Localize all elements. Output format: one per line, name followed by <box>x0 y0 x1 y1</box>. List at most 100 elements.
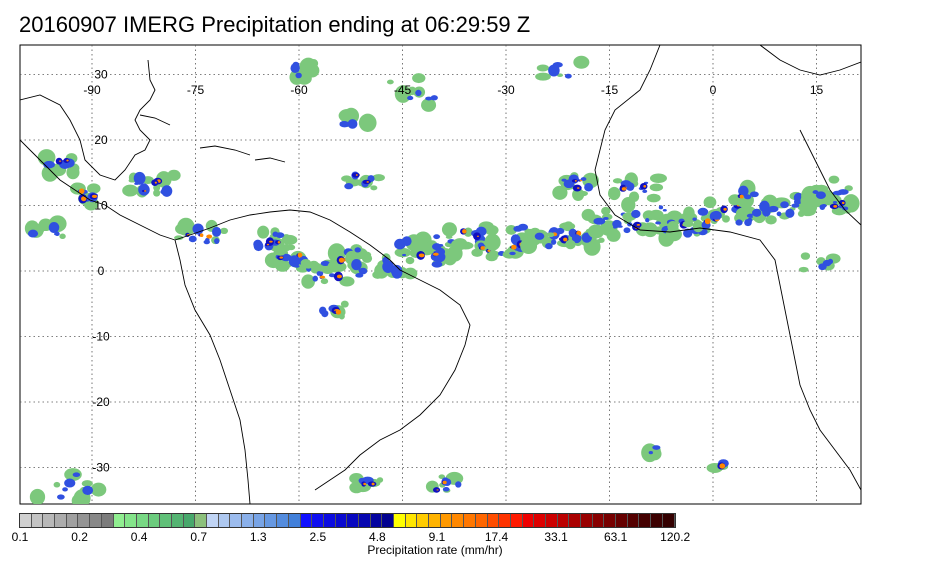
colorbar-swatch <box>277 514 289 527</box>
light-rain-cell <box>338 313 345 320</box>
moderate-rain-cell <box>555 227 565 235</box>
light-rain-cell <box>320 278 329 285</box>
light-rain-cell <box>73 183 82 192</box>
moderate-rain-cell <box>642 189 648 194</box>
moderate-rain-cell <box>832 200 838 204</box>
longitude-label: -90 <box>83 83 101 97</box>
light-rain-cell <box>394 85 412 103</box>
colorbar-swatch <box>242 514 254 527</box>
moderate-rain-cell <box>548 64 560 77</box>
moderate-rain-cell <box>212 226 222 237</box>
moderate-rain-cell <box>692 217 697 221</box>
colorbar-swatch <box>522 514 535 527</box>
light-rain-cell <box>257 225 270 239</box>
colorbar-swatch <box>604 514 617 527</box>
light-rain-cell <box>329 261 347 273</box>
light-rain-cell <box>581 208 596 221</box>
light-rain-cell <box>412 73 426 84</box>
moderate-rain-cell <box>744 219 752 227</box>
moderate-rain-cell <box>390 264 403 277</box>
moderate-rain-cell <box>318 271 324 276</box>
moderate-rain-cell <box>161 185 173 197</box>
moderate-rain-cell <box>648 450 653 455</box>
intense-rain-cell <box>704 218 711 225</box>
light-rain-cell <box>53 481 61 488</box>
intense-rain-cell <box>432 252 439 256</box>
light-rain-cell <box>174 235 184 241</box>
moderate-rain-cell <box>827 258 834 265</box>
moderate-rain-cell <box>319 306 327 315</box>
colorbar-swatch <box>639 514 652 527</box>
colorbar-tick-label: 33.1 <box>544 530 568 544</box>
colorbar-tick-label: 17.4 <box>484 530 509 544</box>
intense-rain-cell <box>636 223 641 226</box>
light-rain-cell <box>612 178 623 184</box>
light-rain-cell <box>683 206 695 220</box>
moderate-rain-cell <box>735 219 743 226</box>
colorbar-swatch <box>312 514 324 527</box>
light-rain-cell <box>703 196 717 209</box>
light-rain-cell <box>535 72 551 81</box>
latitude-label: 0 <box>98 264 105 278</box>
coastlines <box>20 45 861 504</box>
intense-rain-cell <box>66 159 69 162</box>
intense-rain-cell <box>462 229 467 234</box>
moderate-rain-cell <box>320 260 330 267</box>
moderate-rain-cell <box>431 260 443 268</box>
light-rain-cell <box>220 227 229 235</box>
intense-rain-cell <box>297 252 303 258</box>
intense-rain-cell <box>563 237 568 242</box>
moderate-rain-cell <box>133 171 146 185</box>
intense-rain-cell <box>279 256 284 259</box>
light-rain-cell <box>667 220 679 232</box>
colorbar-swatch <box>452 514 465 527</box>
intense-rain-cell <box>154 181 157 184</box>
light-rain-cell <box>484 224 499 236</box>
moderate-rain-cell <box>780 201 789 209</box>
intense-rain-cell <box>723 207 727 211</box>
colorbar-tick-label: 120.2 <box>660 530 691 544</box>
colorbar-swatch <box>394 514 406 527</box>
longitude-label: 15 <box>810 83 824 97</box>
colorbar-swatch <box>347 514 359 527</box>
moderate-rain-cell <box>192 223 204 235</box>
longitude-label: -75 <box>187 83 205 97</box>
intense-rain-cell <box>833 205 838 208</box>
moderate-rain-cell <box>603 216 609 220</box>
colorbar-swatch <box>464 514 476 527</box>
graticule-labels: -90 -75 -60 -45 -30 -15 0 15 30 20 10 0 -10 -20 -30 <box>83 68 823 475</box>
longitude-label: -30 <box>497 83 515 97</box>
light-rain-cell <box>301 274 315 289</box>
light-rain-cell <box>405 256 415 265</box>
latitude-label: -10 <box>92 330 110 344</box>
light-rain-cell <box>556 73 564 78</box>
light-rain-cell <box>340 300 349 308</box>
moderate-rain-cell <box>658 205 664 210</box>
colorbar-swatch <box>265 514 278 527</box>
colorbar-swatch <box>78 514 91 527</box>
intense-rain-cell <box>266 243 270 246</box>
colorbar-swatch <box>592 514 605 527</box>
light-rain-cell <box>601 206 611 216</box>
light-rain-cell <box>86 183 101 194</box>
light-rain-cell <box>536 64 549 72</box>
moderate-rain-cell <box>292 61 300 70</box>
colorbar-swatch <box>440 514 453 527</box>
light-rain-cell <box>451 239 467 250</box>
colorbar-tick-label: 9.1 <box>428 530 446 544</box>
light-rain-cell <box>38 226 45 233</box>
light-rain-cell <box>692 220 704 233</box>
colorbar-swatch <box>651 514 663 527</box>
light-rain-cell <box>798 266 809 273</box>
colorbar-swatch <box>160 514 172 527</box>
map-frame <box>19 44 862 505</box>
intense-rain-cell <box>81 196 87 202</box>
moderate-rain-cell <box>509 251 516 256</box>
moderate-rain-cell <box>54 232 59 236</box>
moderate-rain-cell <box>812 190 819 194</box>
light-rain-cell <box>606 228 621 242</box>
light-rain-cell <box>41 164 59 182</box>
colorbar-swatch <box>335 514 348 527</box>
colorbar-swatch <box>253 514 266 527</box>
intense-rain-cell <box>78 188 85 194</box>
